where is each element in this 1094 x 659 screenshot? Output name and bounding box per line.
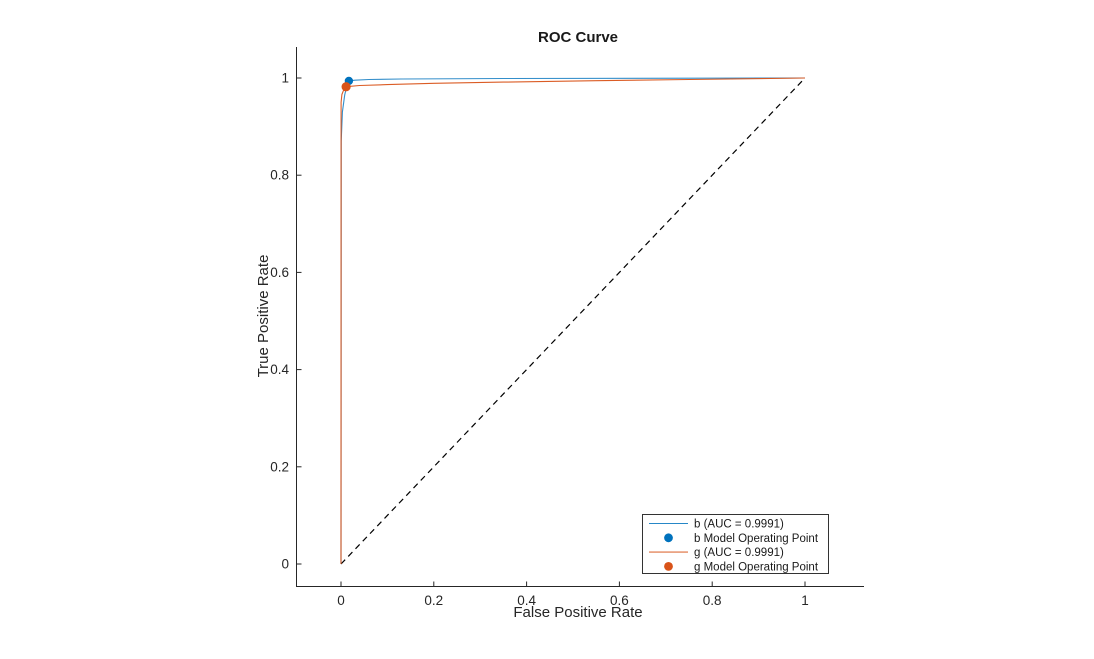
legend-marker-sample	[664, 533, 673, 543]
legend: b (AUC = 0.9991) b Model Operating Point g…	[642, 514, 829, 574]
y-tick-label: 0	[281, 557, 289, 572]
x-tick-label: 1	[801, 593, 809, 608]
roc-curve-g	[340, 77, 806, 565]
x-axis-label: False Positive Rate	[513, 604, 642, 621]
legend-box	[642, 514, 829, 574]
x-tick-label: 0.8	[703, 593, 722, 608]
y-tick-label: 1	[281, 71, 289, 86]
x-tick-label: 0	[337, 593, 345, 608]
x-tick-label: 0.2	[424, 593, 443, 608]
y-tick-label: 0.8	[270, 168, 289, 183]
legend-marker-sample	[664, 562, 673, 571]
legend-entry-label: g (AUC = 0.9991)	[694, 547, 784, 559]
legend-entry-label: b Model Operating Point	[694, 533, 819, 545]
x-tick-label: 0.4	[517, 593, 536, 608]
operating-point-marker-g	[341, 82, 351, 92]
diagonal-reference-line	[340, 77, 806, 565]
y-tick-label: 0.4	[270, 362, 289, 377]
y-axis-label: True Positive Rate	[255, 255, 272, 378]
y-tick-label: 0.6	[270, 265, 289, 280]
plot-area	[340, 76, 806, 565]
y-tick-label: 0.2	[270, 459, 289, 474]
legend-entry-label: g Model Operating Point	[694, 561, 819, 573]
axes: 0 0.2 0.4 0.6 0.8 1 0 0.2 0.4 0.6 0.8 1	[270, 47, 864, 608]
chart-title: ROC Curve	[538, 29, 618, 46]
legend-entry-label: b (AUC = 0.9991)	[694, 519, 784, 531]
x-tick-label: 0.6	[610, 593, 629, 608]
